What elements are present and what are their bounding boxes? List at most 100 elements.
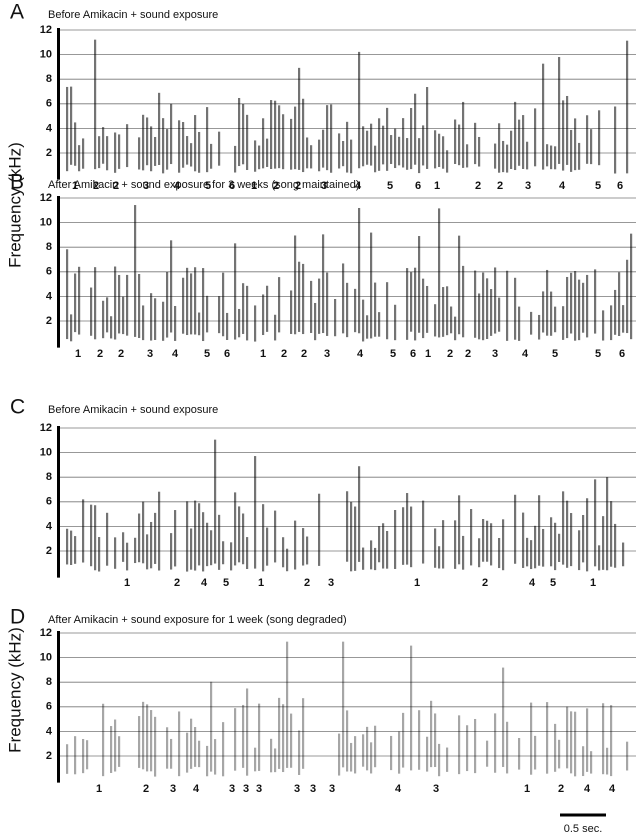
- spectrogram: [426, 736, 429, 772]
- spectrogram: [326, 272, 329, 336]
- syllable-label: 4: [559, 180, 566, 192]
- spectrogram: [626, 741, 629, 771]
- spectrogram: [274, 100, 277, 169]
- syllable-label: 1: [72, 180, 78, 192]
- spectrogram: [622, 542, 625, 567]
- syllable-label: 3: [310, 783, 316, 795]
- spectrogram: [198, 740, 201, 768]
- syllable-label: 2: [482, 577, 488, 589]
- panel-letter: A: [10, 1, 24, 24]
- spectrogram: [170, 533, 173, 570]
- spectrogram: [534, 108, 537, 167]
- spectrogram: [442, 136, 445, 169]
- spectrogram: [498, 123, 501, 173]
- spectrogram: [66, 86, 69, 172]
- syllable-label: 3: [433, 783, 439, 795]
- spectrogram: [106, 297, 109, 333]
- spectrogram: [158, 491, 161, 571]
- spectrogram: [262, 294, 265, 336]
- spectrogram: [626, 40, 629, 174]
- spectrogram: [410, 645, 413, 771]
- spectrogram: [442, 520, 445, 569]
- y-tick-label: 10: [40, 447, 52, 459]
- spectrogram: [546, 269, 549, 336]
- syllable-label: 6: [617, 180, 623, 192]
- spectrogram: [558, 533, 561, 562]
- spectrogram: [514, 101, 517, 171]
- spectrogram: [386, 107, 389, 171]
- spectrogram: [266, 138, 269, 167]
- spectrogram: [402, 507, 405, 565]
- spectrogram: [454, 316, 457, 341]
- spectrogram: [518, 306, 521, 341]
- spectrogram: [218, 131, 221, 166]
- spectrogram: [210, 530, 213, 566]
- spectrogram: [490, 523, 493, 566]
- spectrogram: [494, 267, 497, 334]
- spectrogram: [378, 118, 381, 171]
- spectrogram: [270, 100, 273, 170]
- spectrogram: [266, 285, 269, 332]
- spectrogram: [258, 703, 261, 771]
- spectrogram: [618, 272, 621, 336]
- syllable-label: 1: [425, 348, 431, 360]
- syllable-label: 3: [170, 783, 176, 795]
- spectrogram: [398, 731, 401, 774]
- spectrogram: [370, 540, 373, 570]
- spectrogram: [606, 747, 609, 775]
- spectrogram: [290, 713, 293, 768]
- spectrogram: [442, 287, 445, 337]
- spectrogram: [486, 740, 489, 767]
- spectrogram: [234, 492, 237, 566]
- spectrogram: [346, 121, 349, 173]
- syllable-label: 3: [328, 577, 334, 589]
- syllable-label: 3: [243, 783, 249, 795]
- spectrogram: [278, 105, 281, 169]
- spectrogram: [590, 129, 593, 165]
- spectrogram: [506, 721, 509, 774]
- spectrogram: [622, 305, 625, 333]
- spectrogram: [98, 537, 101, 572]
- y-tick-label: 8: [46, 241, 52, 253]
- spectrogram: [322, 129, 325, 168]
- spectrogram: [482, 519, 485, 562]
- syllable-label: 5: [223, 577, 229, 589]
- spectrogram: [198, 312, 201, 336]
- spectrogram: [266, 527, 269, 566]
- syllable-label: 5: [204, 348, 210, 360]
- spectrogram: [82, 499, 85, 563]
- syllable-label: 2: [118, 348, 124, 360]
- y-tick-label: 12: [40, 422, 52, 434]
- spectrogram: [482, 272, 485, 341]
- spectrogram: [134, 205, 137, 337]
- spectrogram: [558, 739, 561, 769]
- y-tick-label: 2: [46, 147, 52, 159]
- spectrogram: [118, 736, 121, 767]
- spectrogram: [550, 517, 553, 567]
- spectrogram: [598, 110, 601, 166]
- spectrogram: [182, 122, 185, 168]
- syllable-label: 2: [143, 783, 149, 795]
- spectrogram: [582, 514, 585, 563]
- spectrogram: [74, 736, 77, 775]
- spectrogram: [414, 93, 417, 165]
- spectrogram: [350, 139, 353, 174]
- spectrogram: [286, 548, 289, 572]
- syllable-label: 4: [609, 783, 616, 795]
- spectrogram: [506, 270, 509, 341]
- spectrogram: [190, 273, 193, 335]
- spectrogram: [234, 708, 237, 771]
- syllable-label: 2: [273, 180, 279, 192]
- spectrogram: [478, 293, 481, 340]
- spectrogram: [122, 532, 125, 562]
- spectrogram: [374, 725, 377, 768]
- spectrogram: [370, 232, 373, 339]
- spectrogram: [290, 290, 293, 334]
- spectrogram: [86, 740, 89, 770]
- syllable-label: 3: [294, 783, 300, 795]
- syllable-label: 2: [304, 577, 310, 589]
- spectrogram: [530, 540, 533, 570]
- spectrogram: [342, 140, 345, 167]
- spectrogram: [582, 746, 585, 777]
- spectrogram: [190, 718, 193, 769]
